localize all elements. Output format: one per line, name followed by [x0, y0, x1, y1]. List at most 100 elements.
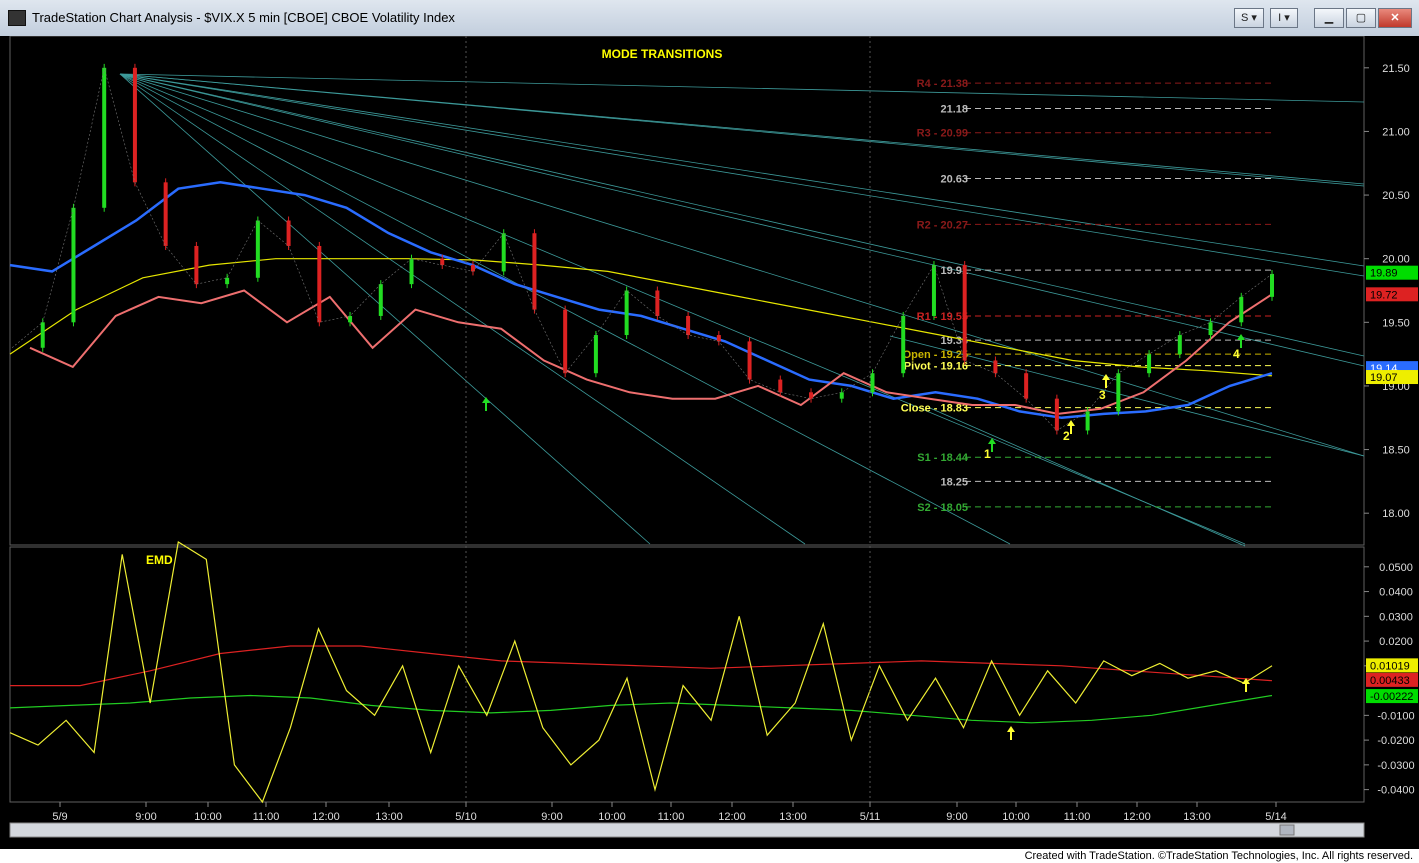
markers: 1 2 3 4	[482, 334, 1250, 740]
up-arrow-head-icon	[988, 438, 996, 444]
maximize-button[interactable]: ▢	[1346, 8, 1376, 28]
candle-body	[40, 322, 45, 348]
fan-line	[119, 73, 1365, 457]
emd-tag-box	[1366, 689, 1418, 704]
fan-line	[119, 73, 651, 545]
time-tick-label: 11:00	[1064, 811, 1091, 823]
emd-tag-box	[1366, 672, 1418, 687]
price-pane-title: MODE TRANSITIONS	[602, 47, 723, 61]
wave-annotation: 4	[1233, 347, 1240, 361]
emd-tag-label: -0.00222	[1370, 691, 1413, 703]
candle-body	[440, 258, 445, 266]
status-bar: Created with TradeStation. ©TradeStation…	[0, 849, 1419, 863]
s-menu-button[interactable]: S ▾	[1234, 8, 1264, 28]
app-icon	[8, 10, 26, 26]
time-tick-label: 10:00	[1002, 811, 1030, 823]
candle-body	[1085, 411, 1090, 431]
emd-pane-frame	[9, 546, 1365, 803]
emd-tag-box	[1366, 658, 1418, 673]
candle-body	[255, 220, 260, 278]
time-tick-label: 5/11	[860, 811, 881, 823]
fan-lines	[119, 73, 1365, 547]
candle-body	[563, 309, 568, 374]
wave-annotation: 1	[984, 447, 991, 461]
candle-body	[870, 373, 875, 393]
candle-body	[624, 290, 629, 336]
emd-upper-band	[10, 645, 1273, 687]
trend-line	[889, 335, 1365, 457]
pivot-label: Pivot - 19.16	[904, 361, 968, 373]
candle-body	[931, 265, 936, 316]
chart-area[interactable]: R4 - 21.38 21.18 R3 - 20.99 20.63 R2 - 20.27…	[0, 36, 1419, 849]
fast-average-line	[29, 289, 1273, 415]
candle-body	[194, 245, 199, 285]
time-tick-label: 13:00	[1183, 811, 1211, 823]
up-arrow-head-icon	[1007, 726, 1015, 732]
candle-body	[901, 315, 906, 374]
pivot-label: S1 - 18.44	[917, 452, 969, 464]
price-tag-box	[1366, 265, 1418, 280]
candle-body	[348, 315, 353, 323]
minimize-button[interactable]: ▁	[1314, 8, 1344, 28]
time-tick-label: 11:00	[253, 811, 280, 823]
time-tick-label: 12:00	[1123, 811, 1151, 823]
time-tick-label: 9:00	[541, 811, 562, 823]
time-tick-label: 10:00	[194, 811, 222, 823]
wave-annotation: 2	[1063, 429, 1070, 443]
scrollbar-thumb[interactable]	[1279, 824, 1295, 836]
price-tick-label: 21.50	[1382, 63, 1410, 75]
candle-body	[286, 220, 291, 246]
price-tag-label: 19.72	[1370, 289, 1398, 301]
time-tick-label: 13:00	[779, 811, 807, 823]
close-button[interactable]: ✕	[1378, 8, 1412, 28]
pivot-label: R4 - 21.38	[917, 78, 968, 90]
emd-lower-band	[9, 694, 1273, 724]
emd-tick-label: -0.0300	[1377, 760, 1414, 772]
title-bar[interactable]: TradeStation Chart Analysis - $VIX.X 5 m…	[0, 0, 1419, 37]
candle-body	[1024, 373, 1029, 399]
emd-tag-label: 0.00433	[1370, 675, 1410, 687]
candle-body	[1177, 335, 1182, 355]
fan-line	[119, 73, 806, 545]
price-tag-box	[1366, 370, 1418, 385]
horizontal-scrollbar[interactable]	[9, 822, 1365, 838]
time-tick-label: 5/9	[52, 811, 67, 823]
price-tag-box	[1366, 287, 1418, 302]
price-tick-label: 20.50	[1382, 190, 1410, 202]
emd-line	[9, 541, 1273, 804]
candle-body	[378, 284, 383, 316]
pivot-label: 18.25	[940, 476, 968, 488]
candle-body	[501, 233, 506, 272]
status-text: Created with TradeStation. ©TradeStation…	[1024, 850, 1413, 862]
price-tick-label: 18.00	[1382, 508, 1410, 520]
mid-average-line	[9, 181, 1273, 420]
wave-annotation: 3	[1099, 388, 1106, 402]
i-menu-label: I	[1278, 12, 1282, 24]
pivot-label: R3 - 20.99	[917, 128, 968, 140]
pivot-label: Close - 18.83	[901, 403, 968, 415]
time-tick-label: 10:00	[598, 811, 626, 823]
candle-body	[655, 290, 660, 316]
candle-body	[532, 233, 537, 310]
candle-body	[962, 265, 967, 361]
s-menu-label: S	[1241, 12, 1249, 24]
pivot-label: 21.18	[940, 104, 968, 116]
window-title: TradeStation Chart Analysis - $VIX.X 5 m…	[32, 10, 455, 25]
candle-body	[132, 67, 137, 183]
emd-tick-label: -0.0100	[1377, 710, 1414, 722]
candle-body	[409, 258, 414, 285]
up-arrow-head-icon	[482, 397, 490, 403]
pivot-label: Open - 19.25	[903, 349, 968, 361]
price-series	[9, 63, 1274, 435]
candle-body	[163, 182, 168, 246]
candle-body	[1270, 273, 1274, 297]
price-tag-label: 19.89	[1370, 268, 1398, 280]
close-path	[11, 67, 1273, 431]
i-menu-button[interactable]: I ▾	[1270, 8, 1298, 28]
candle-body	[686, 315, 691, 336]
pivot-label: 20.63	[940, 174, 968, 186]
trend-line	[929, 407, 1246, 547]
fan-line	[119, 73, 1365, 103]
candle-body	[1147, 354, 1152, 374]
